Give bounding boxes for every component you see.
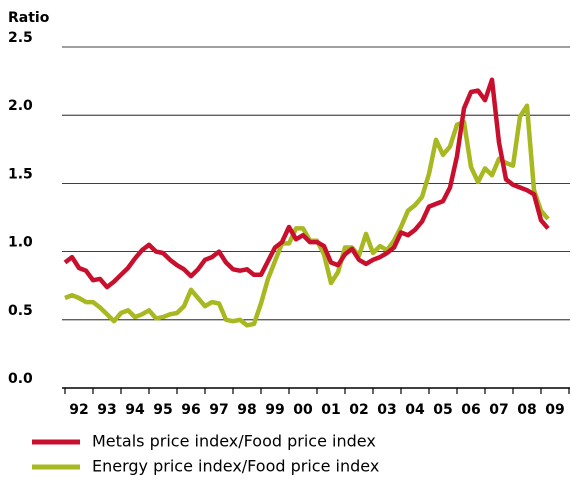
y-tick-label: 1.5	[8, 166, 33, 182]
y-axis-label: Ratio	[8, 10, 50, 26]
x-tick-label: 00	[293, 402, 313, 418]
x-tick-label: 05	[433, 402, 452, 418]
x-tick-label: 01	[321, 402, 340, 418]
x-tick-label: 06	[461, 402, 480, 418]
x-tick-label: 04	[405, 402, 425, 418]
x-tick-label: 07	[489, 402, 508, 418]
legend-label: Metals price index/Food price index	[92, 432, 376, 451]
x-tick-label: 94	[125, 402, 145, 418]
x-tick-label: 95	[153, 402, 172, 418]
x-tick-label: 96	[181, 402, 200, 418]
x-tick-label: 09	[545, 402, 564, 418]
y-tick-label: 2.5	[8, 30, 33, 46]
y-tick-label: 2.0	[8, 98, 33, 114]
x-tick-label: 99	[265, 402, 284, 418]
y-tick-label: 0.5	[8, 303, 33, 319]
x-tick-label: 08	[517, 402, 536, 418]
series-line	[63, 77, 550, 290]
x-tick-label: 03	[377, 402, 396, 418]
y-tick-label: 0.0	[8, 371, 33, 387]
x-tick-label: 92	[69, 402, 88, 418]
legend-label: Energy price index/Food price index	[92, 457, 379, 476]
x-tick-label: 97	[209, 402, 228, 418]
series-line	[64, 103, 550, 328]
y-tick-label: 1.0	[8, 235, 33, 251]
x-tick-label: 02	[349, 402, 368, 418]
x-tick-label: 93	[97, 402, 116, 418]
x-tick-label: 98	[237, 402, 256, 418]
